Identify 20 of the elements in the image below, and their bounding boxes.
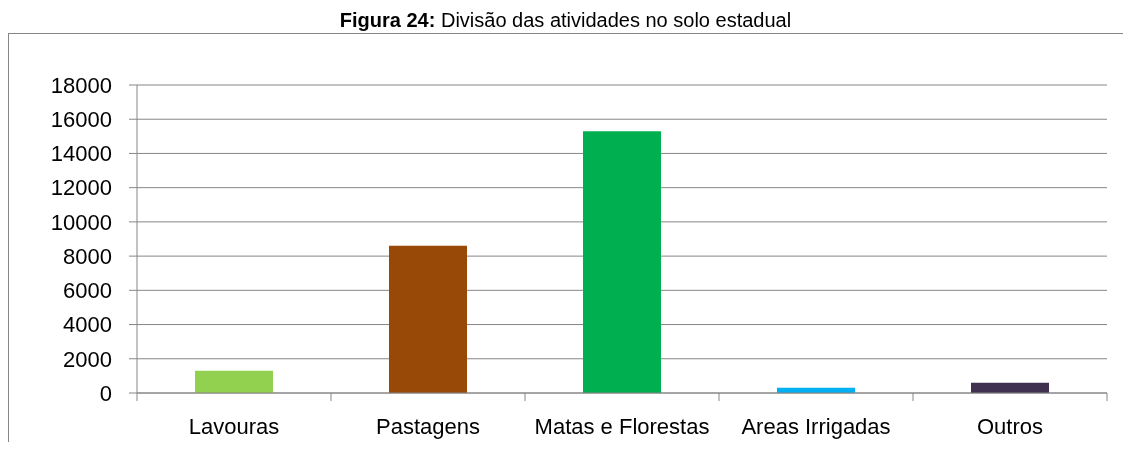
y-tick-label: 18000 (50, 72, 112, 98)
y-tick-label: 14000 (50, 141, 112, 167)
y-tick-label: 12000 (50, 175, 112, 201)
x-tick-label: Lavouras (188, 413, 280, 439)
x-tick-label: Pastagens (376, 413, 480, 439)
y-tick-label: 0 (99, 380, 112, 406)
x-tick-label: Areas Irrigadas (741, 413, 891, 439)
y-tick-label: 4000 (63, 312, 112, 338)
x-tick-label: Outros (976, 413, 1044, 439)
y-tick-label: 6000 (63, 278, 112, 304)
y-tick-label: 2000 (63, 346, 112, 372)
y-tick-label: 10000 (50, 209, 112, 235)
y-tick-label: 16000 (50, 107, 112, 133)
bar (583, 131, 661, 393)
chart-title: Figura 24: Divisão das atividades no solo estadual (339, 9, 792, 31)
bar (389, 245, 467, 393)
bar (195, 370, 273, 393)
chart-frame: Lavouras Pastagens Matas e Florestas Areas Irrigadas Outros 0 2000 4000 6000 8000 10000 12000 14000 16000 18000 (8, 33, 1123, 442)
x-tick-label: Matas e Florestas (534, 413, 710, 439)
y-tick-label: 8000 (63, 243, 112, 269)
